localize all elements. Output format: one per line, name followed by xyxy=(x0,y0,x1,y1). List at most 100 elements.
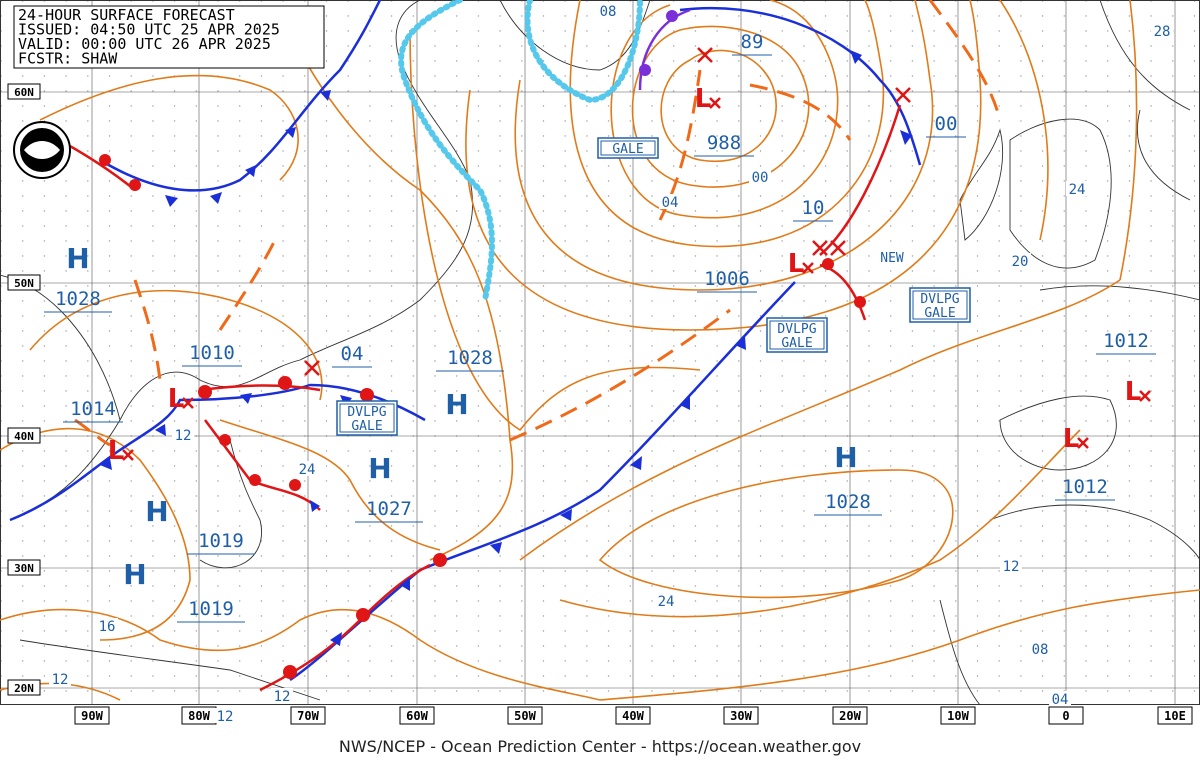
lat-label-box xyxy=(7,274,41,291)
high-symbol: H xyxy=(445,388,468,421)
high-symbol: H xyxy=(66,242,89,275)
high-pressure: 1019 xyxy=(198,530,244,552)
isobar-label: 20 xyxy=(1012,254,1029,270)
isobar-label-bg xyxy=(1029,641,1051,656)
lat-label: 20N xyxy=(14,682,34,695)
low-symbol: L xyxy=(1063,424,1080,454)
low-symbol: L xyxy=(1125,377,1142,407)
low-pressure: 1010 xyxy=(189,342,235,364)
high-symbol: H xyxy=(834,441,857,474)
lon-label: 70W xyxy=(297,709,319,723)
low-cross xyxy=(709,97,721,109)
isobar-label-bg xyxy=(1151,23,1173,38)
low-symbol: L xyxy=(788,249,805,279)
low-symbol: L xyxy=(108,436,125,466)
lon-label: 20W xyxy=(839,709,861,723)
isobar-label: 12 xyxy=(274,689,291,705)
isobars xyxy=(0,0,1200,701)
isobar-label-bg xyxy=(1066,181,1088,196)
header-line: FCSTR: SHAW xyxy=(18,50,118,68)
lon-label-box xyxy=(723,706,759,725)
lon-label-box xyxy=(940,706,976,725)
lat-label-box xyxy=(7,83,41,100)
pressure-note: 10 xyxy=(802,197,825,219)
warning-text: GALE xyxy=(924,306,955,321)
noaa-logo xyxy=(13,121,71,179)
lon-label-box xyxy=(399,706,435,725)
lat-label: 30N xyxy=(14,562,34,575)
isobar-label: 12 xyxy=(1003,559,1020,575)
isobar-label-bg xyxy=(214,708,236,723)
isobar-label-bg xyxy=(597,3,619,18)
isobar-label-bg xyxy=(1049,691,1071,706)
lon-label: 0 xyxy=(1062,709,1069,723)
warning-box xyxy=(336,400,398,436)
lon-label: 90W xyxy=(81,709,103,723)
footer: NWS/NCEP - Ocean Prediction Center - htt… xyxy=(339,737,861,756)
warning-text: DVLPG xyxy=(920,292,959,307)
ice-edge xyxy=(398,0,643,303)
lon-label: 40W xyxy=(622,709,644,723)
isobar-label-bg xyxy=(49,671,71,686)
coastlines xyxy=(0,0,1200,706)
lon-label-box xyxy=(507,706,543,725)
warning-box xyxy=(909,287,971,323)
lon-label-box xyxy=(832,706,868,725)
isobar-label-bg xyxy=(96,618,118,633)
header-line: 24-HOUR SURFACE FORECAST xyxy=(18,6,235,24)
isobar-label: 08 xyxy=(600,4,617,20)
high-pressure: 1019 xyxy=(188,598,234,620)
isobar-label-bg xyxy=(659,194,681,209)
lon-label: 80W xyxy=(188,709,210,723)
forecast-position xyxy=(830,240,846,256)
warning-text: GALE xyxy=(781,336,812,351)
isobar-label: 12 xyxy=(175,428,192,444)
isobar-label-bg xyxy=(749,169,771,184)
lon-label-box xyxy=(74,706,110,725)
low-symbol: L xyxy=(695,84,712,114)
isobar-label-bg xyxy=(1000,558,1022,573)
forecast-position xyxy=(812,240,828,256)
isobar-label: 24 xyxy=(1069,182,1086,198)
high-symbol: H xyxy=(123,558,146,591)
lat-label: 40N xyxy=(14,430,34,443)
low-pressure: 1012 xyxy=(1103,330,1149,352)
lat-label: 60N xyxy=(14,86,34,99)
warning-box-inner xyxy=(339,403,395,433)
forecast-position xyxy=(895,87,911,103)
isobar-label-bg xyxy=(1009,253,1031,268)
low-symbol: L xyxy=(168,384,185,414)
graticule xyxy=(0,0,1200,705)
lon-label: 10W xyxy=(947,709,969,723)
warning-box-inner xyxy=(769,320,825,350)
pressure-note: 00 xyxy=(935,113,958,135)
lat-label-box xyxy=(7,559,41,576)
low-cross xyxy=(122,449,134,461)
lon-label: 50W xyxy=(514,709,536,723)
lat-label: 50N xyxy=(14,277,34,290)
isobar-label: 04 xyxy=(1052,692,1069,708)
low-cross xyxy=(182,397,194,409)
forecast-position xyxy=(697,47,713,63)
low-pressure: 988 xyxy=(707,132,741,154)
pressure-note: 89 xyxy=(741,31,764,53)
low-cross xyxy=(802,262,814,274)
isobar-label: 24 xyxy=(299,462,316,478)
lon-label: 60W xyxy=(406,709,428,723)
low-pressure: 1014 xyxy=(70,398,116,420)
lat-label-box xyxy=(7,679,41,696)
header-line: VALID: 00:00 UTC 26 APR 2025 xyxy=(18,35,271,53)
warning-box-inner xyxy=(600,140,656,156)
high-symbol: H xyxy=(145,495,168,528)
warning-text: DVLPG xyxy=(347,405,386,420)
isobar-label: 12 xyxy=(52,672,69,688)
high-pressure: 1028 xyxy=(447,347,493,369)
isobar-label: 24 xyxy=(658,594,675,610)
pressure-note: 04 xyxy=(341,343,364,365)
lon-label-box xyxy=(1157,706,1193,725)
high-pressure: 1027 xyxy=(366,498,412,520)
high-symbol: H xyxy=(368,452,391,485)
isobar-label: 04 xyxy=(662,195,679,211)
warning-box xyxy=(766,317,828,353)
